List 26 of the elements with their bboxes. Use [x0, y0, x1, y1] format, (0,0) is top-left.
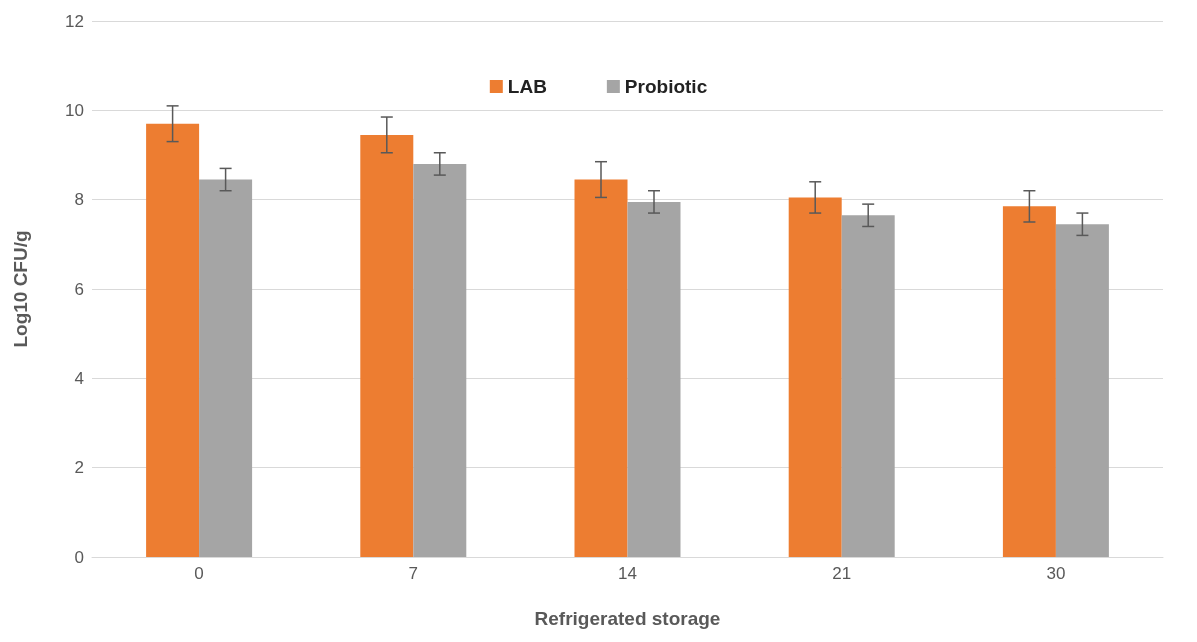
- x-tick-label: 21: [832, 564, 852, 583]
- bar: [1002, 206, 1056, 557]
- y-tick-label: 4: [74, 368, 84, 388]
- y-tick-label: 12: [65, 11, 84, 31]
- bar: [360, 134, 414, 557]
- y-tick-label: 6: [74, 279, 84, 299]
- bar: [146, 123, 200, 557]
- bar: [627, 201, 681, 557]
- y-tick-label: 10: [65, 100, 84, 120]
- x-tick-label: 0: [194, 564, 204, 583]
- bar: [574, 179, 628, 557]
- legend-label: Probiotic: [624, 76, 708, 97]
- y-tick-label: 8: [74, 190, 84, 210]
- x-tick-label: 7: [408, 564, 419, 583]
- y-tick-label: 2: [74, 458, 84, 478]
- y-axis-title: Log10 CFU/g: [10, 230, 31, 348]
- x-axis-title: Refrigerated storage: [534, 608, 721, 629]
- x-tick-label: 30: [1046, 564, 1066, 583]
- bar: [1055, 224, 1109, 557]
- x-tick-label: 14: [618, 564, 637, 583]
- bar: [841, 215, 895, 557]
- legend-label: LAB: [507, 76, 547, 97]
- bar: [199, 179, 253, 557]
- bar: [788, 197, 842, 557]
- y-tick-label: 0: [74, 547, 84, 567]
- bar: [413, 163, 467, 557]
